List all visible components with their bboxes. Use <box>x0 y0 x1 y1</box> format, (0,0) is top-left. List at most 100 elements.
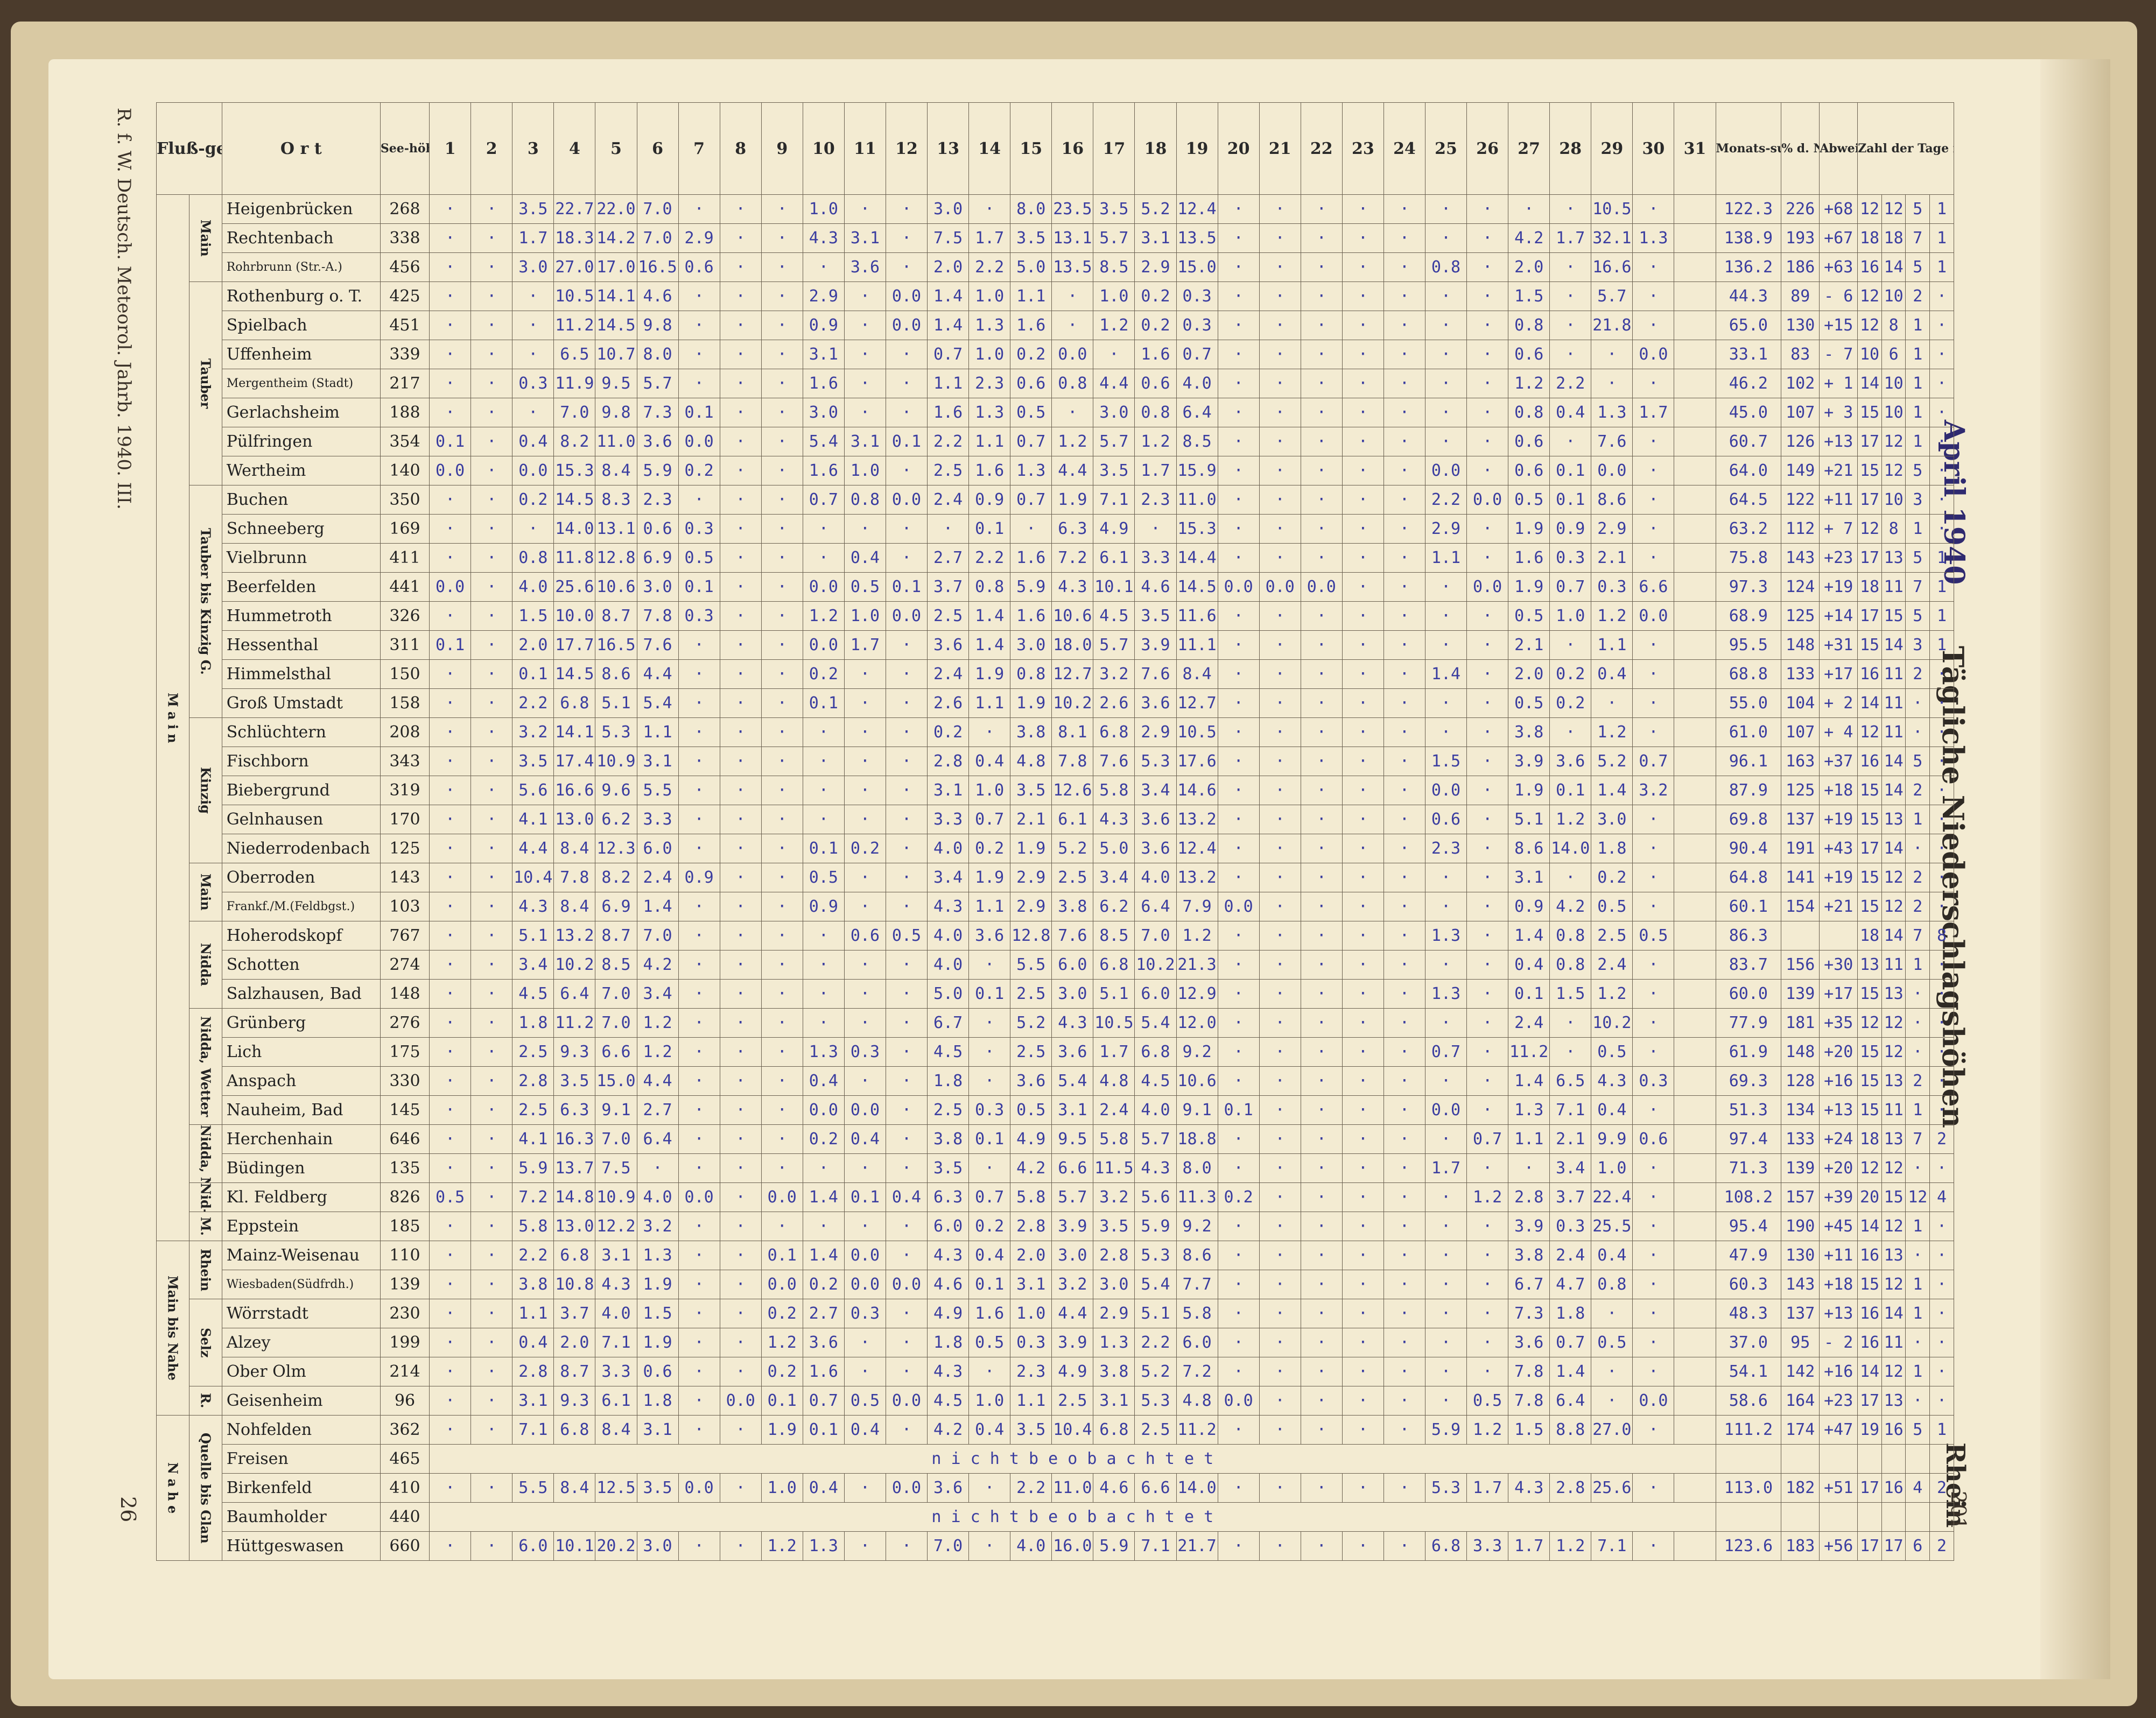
day-count: 12 <box>1881 456 1906 485</box>
monthly-total: 46.2 <box>1715 369 1782 398</box>
daily-value: 1.9 <box>636 1270 679 1299</box>
daily-value: 1.9 <box>968 863 1011 892</box>
daily-value: · <box>761 950 803 980</box>
daily-value: · <box>802 514 845 544</box>
daily-value: 4.5 <box>927 1037 970 1067</box>
daily-value: · <box>512 311 554 340</box>
daily-value: 3.5 <box>553 1066 596 1096</box>
daily-value: · <box>678 659 720 689</box>
daily-value: 20.2 <box>595 1531 637 1561</box>
daily-value: 5.5 <box>636 776 679 805</box>
daily-value: 5.7 <box>1093 630 1135 660</box>
table-row: Hummetroth 326 · · 1.5 10.0 8.7 7.8 0.3 · · 1.2 1.0 0… <box>157 601 1954 631</box>
daily-value: · <box>1342 805 1384 834</box>
day-count: · <box>1905 1008 1930 1038</box>
daily-value: 1.7 <box>1466 1473 1509 1503</box>
daily-value: · <box>802 921 845 950</box>
daily-value: 6.9 <box>636 543 679 573</box>
day-count: 10 <box>1881 369 1906 398</box>
daily-value: 1.3 <box>1424 979 1467 1009</box>
daily-value: · <box>1217 1531 1260 1561</box>
daily-value: · <box>719 1328 762 1357</box>
daily-value: · <box>968 1531 1011 1561</box>
daily-value: 1.2 <box>1466 1182 1509 1212</box>
day-count: 2 <box>1905 892 1930 921</box>
daily-value: · <box>429 1066 472 1096</box>
station-name: Salzhausen, Bad <box>221 979 381 1009</box>
daily-value: 4.1 <box>512 805 554 834</box>
daily-value: · <box>1466 456 1509 485</box>
day-count: 1 <box>1905 805 1930 834</box>
daily-value: 0.5 <box>844 572 886 602</box>
daily-value: 8.4 <box>553 834 596 863</box>
daily-value: · <box>1300 1531 1343 1561</box>
day-count <box>1881 1502 1906 1532</box>
daily-value: · <box>1259 892 1301 921</box>
daily-value: 3.5 <box>1093 456 1135 485</box>
daily-value: 5.3 <box>1424 1473 1467 1503</box>
daily-value: 4.3 <box>1051 1008 1094 1038</box>
daily-value: · <box>470 427 513 456</box>
daily-value: · <box>1217 1241 1260 1270</box>
day-count: 15 <box>1857 1270 1882 1299</box>
station-name: Biebergrund <box>221 776 381 805</box>
deviation-from-normal: +43 <box>1819 834 1858 863</box>
daily-value: · <box>1632 456 1675 485</box>
daily-value: · <box>429 1531 472 1561</box>
daily-value: · <box>470 572 513 602</box>
monthly-total: 45.0 <box>1715 398 1782 427</box>
daily-value: · <box>1259 1008 1301 1038</box>
daily-value: 3.8 <box>927 1124 970 1154</box>
sub-basin-label: Tauber bis Kinzig G. <box>188 485 222 718</box>
daily-value: 7.0 <box>595 979 637 1009</box>
table-row: Main bis Nahe Rhein Mainz-Weisenau 110 · · 2.2… <box>156 1241 1954 1416</box>
daily-value: · <box>1632 834 1675 863</box>
daily-value: · <box>761 1153 803 1183</box>
daily-value: 3.0 <box>1010 630 1052 660</box>
table-row: Schneeberg 169 · · · 14.0 13.1 0.6 0.3 · · · · · · 0.1 ·… <box>157 514 1954 544</box>
day-count: 2 <box>1929 1473 1954 1503</box>
daily-value: · <box>1383 281 1425 311</box>
daily-value: · <box>1383 340 1425 369</box>
daily-value: 1.7 <box>1134 456 1177 485</box>
daily-value: 2.0 <box>1508 659 1550 689</box>
daily-value: · <box>1342 194 1384 224</box>
daily-value: · <box>1259 543 1301 573</box>
day-count: 14 <box>1857 1357 1882 1386</box>
daily-value: · <box>1632 1153 1675 1183</box>
daily-value <box>1674 1008 1716 1038</box>
daily-value: · <box>1424 281 1467 311</box>
daily-value: · <box>470 1037 513 1067</box>
daily-value: · <box>1300 311 1343 340</box>
daily-value: · <box>1010 514 1052 544</box>
sub-basin-label: Nidda, Nidder <box>188 1124 222 1183</box>
daily-value: 1.9 <box>1051 485 1094 515</box>
daily-value: 2.5 <box>1010 979 1052 1009</box>
daily-value: · <box>678 1328 720 1357</box>
percent-of-normal: 154 <box>1781 892 1820 921</box>
daily-value: · <box>802 950 845 980</box>
daily-value: 4.0 <box>595 1299 637 1328</box>
daily-value: 10.2 <box>1051 688 1094 718</box>
daily-value: 3.4 <box>636 979 679 1009</box>
daily-value: · <box>1383 485 1425 515</box>
daily-value: 0.4 <box>1591 1241 1633 1270</box>
daily-value: · <box>678 1386 720 1416</box>
daily-value: · <box>885 979 928 1009</box>
daily-value: 5.0 <box>927 979 970 1009</box>
daily-value: · <box>1466 281 1509 311</box>
table-row: Tauber bis Kinzig G. Buchen 350 · · 0.2 14.5 8.… <box>157 485 1954 718</box>
daily-value: 0.6 <box>1508 427 1550 456</box>
daily-value: 0.5 <box>885 921 928 950</box>
sub-basin-label: Main <box>188 863 222 921</box>
daily-value: · <box>1424 1241 1467 1270</box>
daily-value: 1.3 <box>1010 456 1052 485</box>
monthly-total: 136.2 <box>1715 252 1782 282</box>
day-count: 15 <box>1857 1037 1882 1067</box>
daily-value: 3.4 <box>927 863 970 892</box>
daily-value: 1.4 <box>1508 1066 1550 1096</box>
station-elevation: 199 <box>380 1328 430 1357</box>
daily-value: 4.8 <box>1010 747 1052 776</box>
daily-value: · <box>429 834 472 863</box>
day-count: 15 <box>1857 398 1882 427</box>
